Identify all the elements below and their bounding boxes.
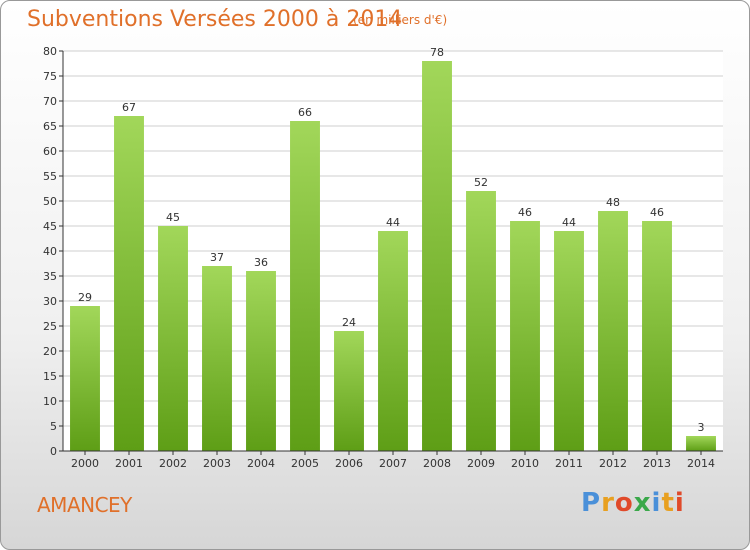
y-tick-label: 65 bbox=[43, 120, 57, 133]
x-tick-label: 2006 bbox=[335, 457, 363, 470]
chart-title: Subventions Versées 2000 à 2014 bbox=[27, 7, 403, 32]
x-tick-label: 2013 bbox=[643, 457, 671, 470]
y-tick-label: 35 bbox=[43, 270, 57, 283]
y-tick-label: 30 bbox=[43, 295, 57, 308]
logo-letter: o bbox=[614, 488, 634, 518]
value-label: 37 bbox=[210, 251, 224, 264]
y-tick-label: 70 bbox=[43, 95, 57, 108]
y-tick-label: 80 bbox=[43, 45, 57, 58]
bar bbox=[378, 231, 408, 451]
value-label: 48 bbox=[606, 196, 620, 209]
y-tick-label: 15 bbox=[43, 370, 57, 383]
chart-unit: (en milliers d'€) bbox=[353, 13, 448, 27]
bar bbox=[334, 331, 364, 451]
y-tick-label: 5 bbox=[50, 420, 57, 433]
axes: 0 5 10 15 20 25 30 35 40 45 50 55 60 65 70 75 80 2000 2001… bbox=[43, 45, 723, 470]
value-label: 24 bbox=[342, 316, 356, 329]
bar bbox=[114, 116, 144, 451]
logo-letter: i bbox=[674, 488, 685, 518]
logo-letter: t bbox=[661, 488, 675, 518]
y-tick-label: 0 bbox=[50, 445, 57, 458]
value-label: 46 bbox=[650, 206, 664, 219]
value-label: 45 bbox=[166, 211, 180, 224]
x-tick-label: 2008 bbox=[423, 457, 451, 470]
value-label: 44 bbox=[386, 216, 400, 229]
bar bbox=[290, 121, 320, 451]
commune-name: AMANCEY bbox=[37, 493, 132, 517]
x-tick-label: 2012 bbox=[599, 457, 627, 470]
value-label: 3 bbox=[698, 421, 705, 434]
value-label: 29 bbox=[78, 291, 92, 304]
x-tick-label: 2003 bbox=[203, 457, 231, 470]
logo-letter: P bbox=[581, 488, 602, 518]
bar bbox=[466, 191, 496, 451]
bar bbox=[510, 221, 540, 451]
bar bbox=[202, 266, 232, 451]
bar bbox=[686, 436, 716, 451]
bar bbox=[642, 221, 672, 451]
logo-letter: r bbox=[601, 488, 615, 518]
bars: 29 67 45 37 36 66 24 44 78 52 46 44 48 46 3 bbox=[70, 46, 716, 451]
value-label: 52 bbox=[474, 176, 488, 189]
value-label: 36 bbox=[254, 256, 268, 269]
bar bbox=[158, 226, 188, 451]
bar bbox=[598, 211, 628, 451]
x-tick-label: 2001 bbox=[115, 457, 143, 470]
x-tick-label: 2002 bbox=[159, 457, 187, 470]
y-tick-label: 55 bbox=[43, 170, 57, 183]
y-tick-label: 10 bbox=[43, 395, 57, 408]
value-label: 67 bbox=[122, 101, 136, 114]
logo-letter: x bbox=[633, 488, 652, 518]
value-label: 66 bbox=[298, 106, 312, 119]
value-label: 44 bbox=[562, 216, 576, 229]
x-tick-label: 2000 bbox=[71, 457, 99, 470]
x-tick-label: 2004 bbox=[247, 457, 275, 470]
x-tick-label: 2010 bbox=[511, 457, 539, 470]
x-tick-label: 2009 bbox=[467, 457, 495, 470]
proxiti-logo: Proxiti bbox=[581, 488, 685, 518]
y-tick-label: 25 bbox=[43, 320, 57, 333]
bar bbox=[70, 306, 100, 451]
y-tick-label: 20 bbox=[43, 345, 57, 358]
bar bbox=[246, 271, 276, 451]
bar bbox=[422, 61, 452, 451]
value-label: 78 bbox=[430, 46, 444, 59]
logo-letter: i bbox=[651, 488, 662, 518]
bar bbox=[554, 231, 584, 451]
x-tick-label: 2007 bbox=[379, 457, 407, 470]
y-tick-label: 60 bbox=[43, 145, 57, 158]
y-tick-label: 50 bbox=[43, 195, 57, 208]
x-tick-label: 2005 bbox=[291, 457, 319, 470]
y-tick-label: 45 bbox=[43, 220, 57, 233]
value-label: 46 bbox=[518, 206, 532, 219]
x-tick-label: 2011 bbox=[555, 457, 583, 470]
y-tick-label: 40 bbox=[43, 245, 57, 258]
x-tick-label: 2014 bbox=[687, 457, 715, 470]
y-tick-label: 75 bbox=[43, 70, 57, 83]
